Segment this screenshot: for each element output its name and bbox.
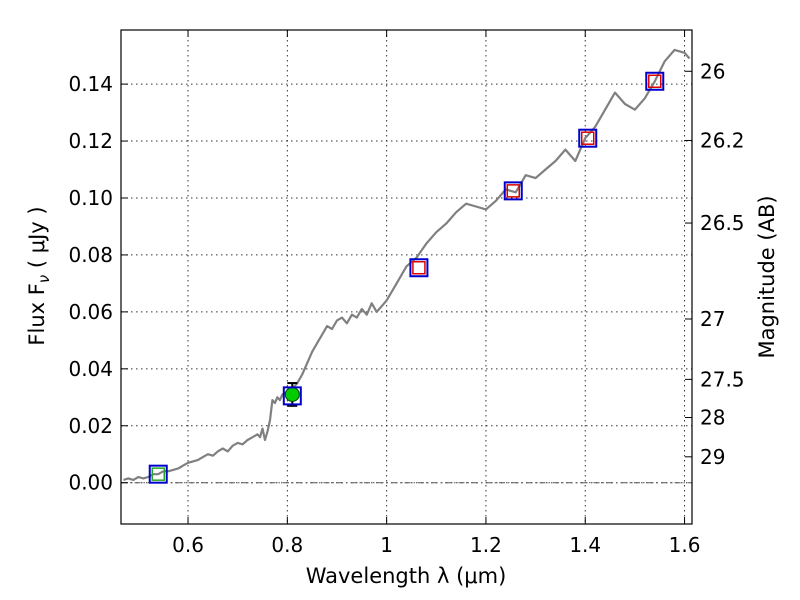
- y2-tick-label: 27: [700, 307, 725, 331]
- x-axis-label: Wavelength λ (μm): [306, 564, 507, 588]
- x-tick-label: 1.4: [569, 533, 601, 557]
- photometry-markers: [148, 71, 665, 484]
- y-tick-label: 0.02: [68, 414, 113, 438]
- y-axis-label: Flux Fν ( μJy ): [25, 206, 53, 345]
- blue-square-marker: [282, 386, 302, 406]
- x-tick-label: 0.6: [172, 533, 204, 557]
- y-tick-label: 0.06: [68, 300, 113, 324]
- y2-axis-label: Magnitude (AB): [755, 195, 779, 358]
- y2-tick-label: 29: [700, 445, 725, 469]
- spectrum-line: [123, 48, 691, 481]
- red-square-marker: [412, 260, 426, 275]
- blue-square-marker: [503, 181, 523, 201]
- x-tick-label: 1: [380, 533, 393, 557]
- blue-square-marker: [645, 71, 665, 91]
- y-tick-label: 0.12: [68, 129, 113, 153]
- y-tick-label: 0.08: [68, 243, 113, 267]
- y2-tick-label: 27.5: [700, 367, 745, 391]
- x-tick-label: 1.2: [470, 533, 502, 557]
- grid-lines: [121, 30, 692, 524]
- y-axis-label-sub: ν: [35, 275, 53, 283]
- y2-tick-label: 26.2: [700, 128, 745, 152]
- y2-tick-label: 26.5: [700, 211, 745, 235]
- red-square-marker: [506, 184, 521, 198]
- y-tick-label: 0.10: [68, 186, 113, 210]
- y2-tick-label: 26: [700, 59, 725, 83]
- red-square-marker: [648, 74, 662, 89]
- plot-frame: [120, 29, 693, 525]
- spectrum-series: [123, 48, 691, 481]
- blue-square-marker: [409, 258, 429, 278]
- y-tick-label: 0.14: [68, 72, 113, 96]
- red-square-marker: [580, 131, 595, 145]
- y-tick-label: 0.00: [68, 471, 113, 495]
- green-square-marker: [151, 467, 165, 481]
- detection-point: [284, 386, 300, 402]
- y-axis-label-unit: ( μJy ): [25, 206, 49, 274]
- y-axis-label-main: Flux F: [25, 283, 49, 345]
- blue-square-marker: [148, 464, 168, 484]
- x-tick-label: 1.6: [669, 533, 701, 557]
- axis-ticks: 0.6 0.8 1 1.2 1.4 1.6 0.00 0.02 0.04 0.06 0.08 0.10…: [68, 30, 745, 557]
- blue-square-marker: [578, 128, 598, 148]
- y-tick-label: 0.04: [68, 357, 113, 381]
- y2-tick-label: 28: [700, 406, 725, 430]
- x-tick-label: 0.8: [271, 533, 303, 557]
